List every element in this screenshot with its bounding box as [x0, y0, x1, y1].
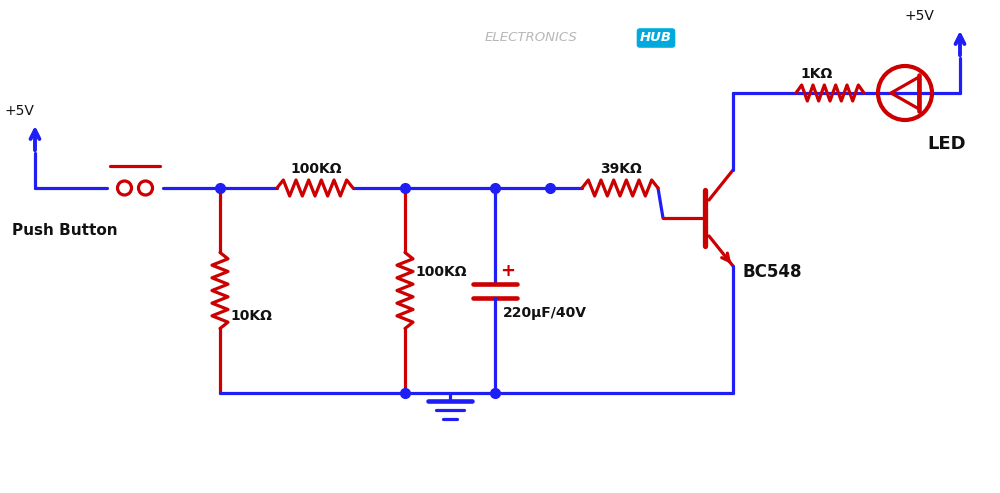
- Text: 100KΩ: 100KΩ: [290, 162, 342, 176]
- Text: ELECTRONICS: ELECTRONICS: [485, 32, 578, 44]
- Text: LED: LED: [927, 135, 966, 153]
- Text: +5V: +5V: [905, 9, 935, 23]
- Text: HUB: HUB: [640, 32, 672, 44]
- Text: +: +: [500, 261, 515, 280]
- Text: 10KΩ: 10KΩ: [230, 309, 272, 322]
- Text: +5V: +5V: [5, 104, 35, 118]
- Text: 39KΩ: 39KΩ: [600, 162, 642, 176]
- Text: 220μF/40V: 220μF/40V: [503, 306, 587, 319]
- Text: 100KΩ: 100KΩ: [415, 265, 466, 279]
- Text: Push Button: Push Button: [12, 223, 118, 238]
- Text: BC548: BC548: [743, 263, 802, 281]
- Text: 1KΩ: 1KΩ: [800, 67, 832, 81]
